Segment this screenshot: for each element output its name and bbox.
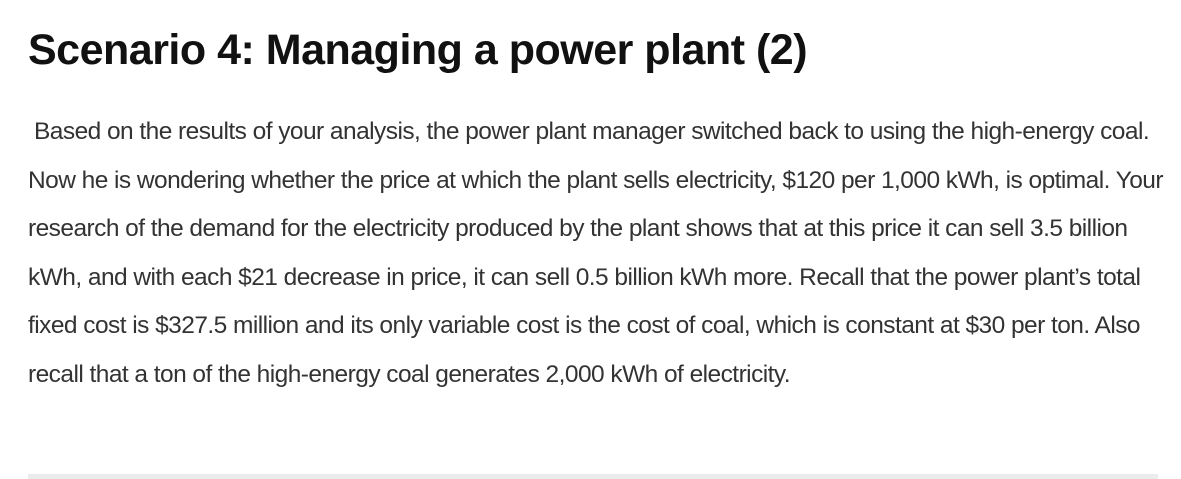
paragraph: Based on the results of your analysis, t… <box>28 118 1164 388</box>
divider <box>28 474 1158 479</box>
heading: Scenario 4: Managing a power plant (2) <box>28 26 808 74</box>
